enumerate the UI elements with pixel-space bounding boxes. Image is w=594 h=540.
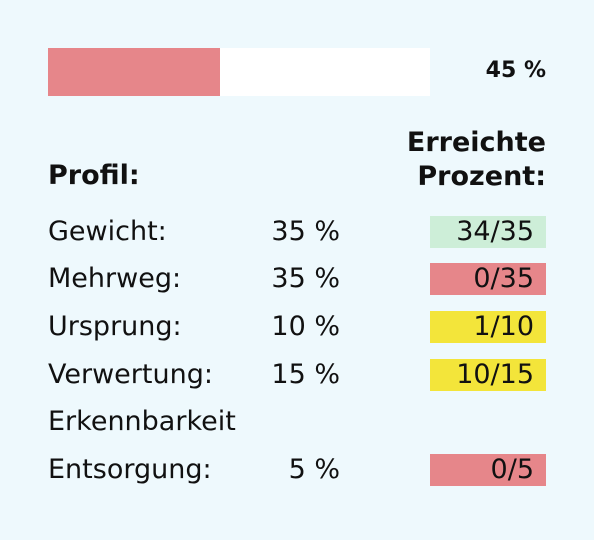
criteria-label: Verwertung: (48, 359, 213, 390)
criteria-weight: 10 % (271, 311, 340, 342)
criteria-weight: 35 % (271, 216, 340, 247)
criteria-score-badge: 0/5 (430, 454, 546, 486)
profile-heading: Profil: (48, 160, 140, 191)
criteria-row-gewicht: Gewicht: 35 % 34/35 (0, 212, 594, 252)
achieved-percent-heading: Erreichte Prozent: (407, 126, 546, 194)
criteria-row-verwertung: Verwertung: 15 % 10/15 (0, 355, 594, 395)
achieved-percent-heading-line2: Prozent: (417, 161, 546, 192)
criteria-score-badge: 34/35 (430, 216, 546, 248)
achieved-percent-heading-line1: Erreichte (406, 127, 546, 158)
criteria-label: Gewicht: (48, 216, 167, 247)
progress-percent-label: 45 % (485, 58, 546, 83)
criteria-row-erkennbarkeit-entsorgung: Entsorgung: 5 % 0/5 (0, 450, 594, 490)
criteria-score-badge: 1/10 (430, 311, 546, 343)
criteria-score-badge: 0/35 (430, 263, 546, 295)
progress-fill (48, 48, 220, 96)
criteria-row-ursprung: Ursprung: 10 % 1/10 (0, 307, 594, 347)
criteria-weight: 15 % (271, 359, 340, 390)
criteria-row-mehrweg: Mehrweg: 35 % 0/35 (0, 259, 594, 299)
criteria-weight: 35 % (271, 263, 340, 294)
criteria-score-badge: 10/15 (430, 359, 546, 391)
criteria-weight: 5 % (288, 454, 340, 485)
criteria-label-line1: Erkennbarkeit (48, 406, 236, 437)
criteria-label: Entsorgung: (48, 454, 212, 485)
criteria-label: Ursprung: (48, 311, 182, 342)
progress-track (48, 48, 430, 96)
criteria-label: Mehrweg: (48, 263, 182, 294)
criteria-row-erkennbarkeit-line1: Erkennbarkeit (0, 402, 594, 442)
